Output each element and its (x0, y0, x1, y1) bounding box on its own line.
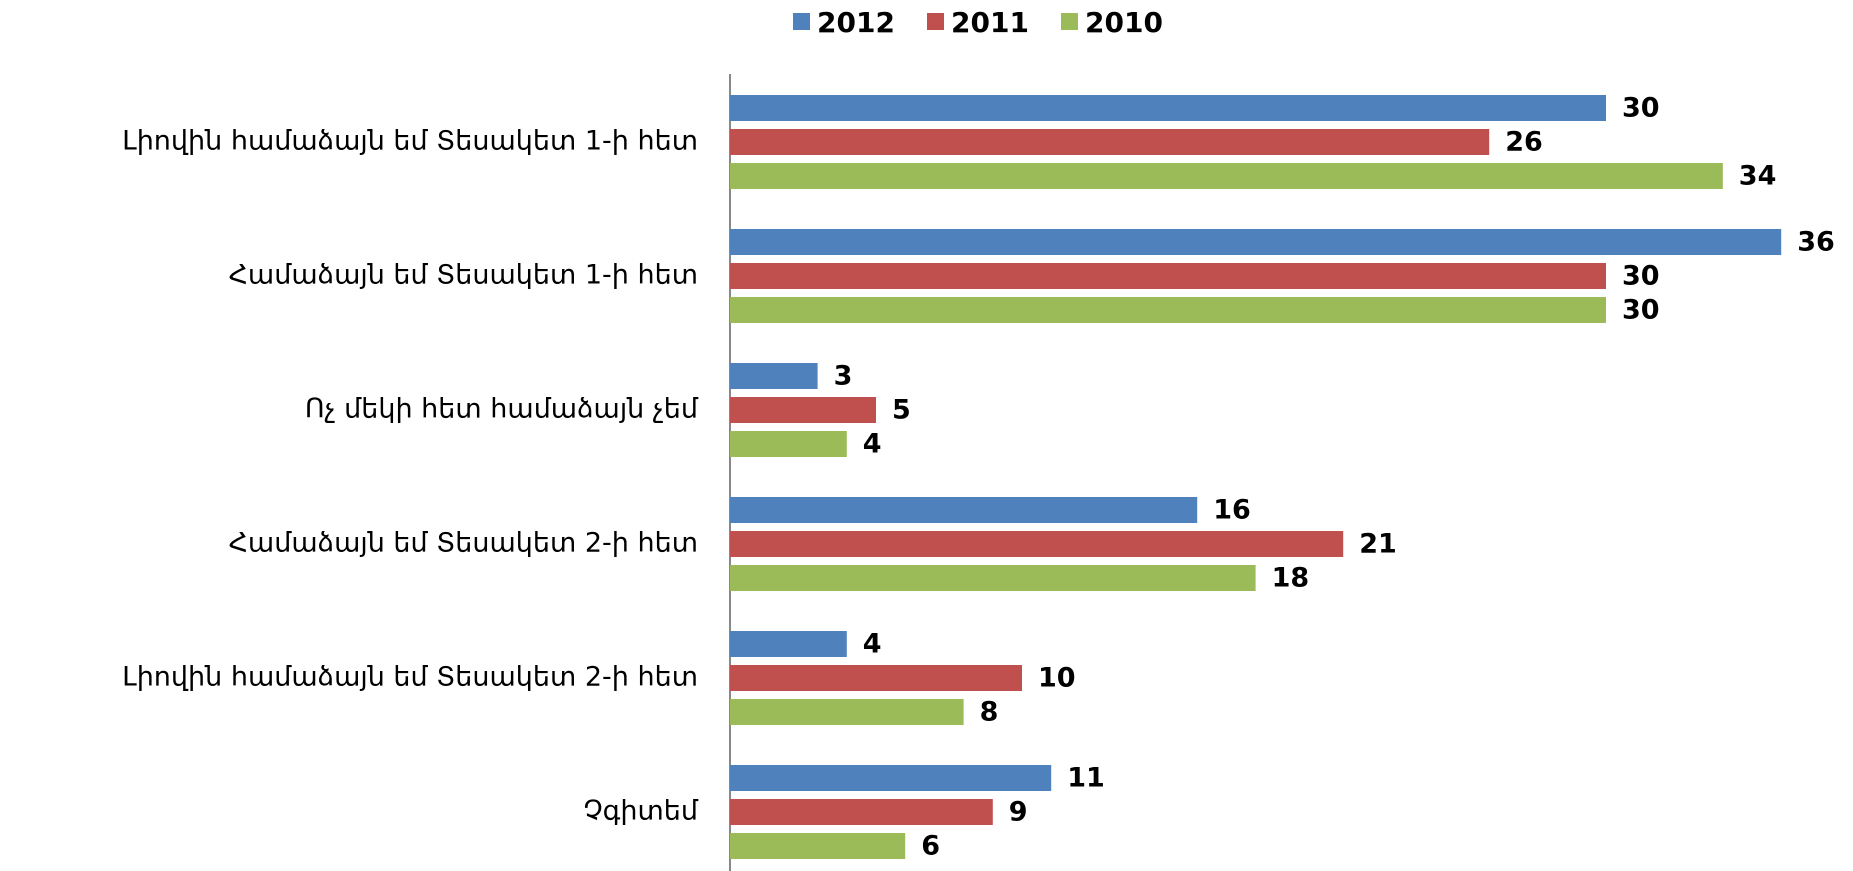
data-label: 30 (1622, 261, 1660, 292)
data-label: 5 (892, 395, 911, 426)
data-label: 9 (1009, 797, 1028, 828)
legend-label: 2012 (817, 6, 895, 39)
data-label: 26 (1505, 127, 1543, 158)
bar (730, 631, 847, 657)
bar (730, 799, 993, 825)
legend-swatch (793, 13, 810, 30)
bar (730, 665, 1022, 691)
legend-label: 2011 (951, 6, 1029, 39)
category-label: Լիովին համաձայն եմ Տեսակետ 2-ի հետ (122, 662, 698, 693)
data-label: 10 (1038, 663, 1076, 694)
bar (730, 129, 1490, 155)
data-label: 11 (1067, 763, 1105, 794)
data-label: 4 (863, 629, 882, 660)
data-label: 18 (1272, 563, 1310, 594)
bar (730, 229, 1782, 255)
bar (730, 497, 1198, 523)
data-label: 3 (834, 361, 853, 392)
bar (730, 833, 906, 859)
category-label: Համաձայն եմ Տեսակետ 2-ի հետ (229, 528, 698, 559)
bar (730, 263, 1606, 289)
bar (730, 397, 876, 423)
legend-swatch (927, 13, 944, 30)
category-label: Համաձայն եմ Տեսակետ 1-ի հետ (229, 260, 698, 291)
data-label: 4 (863, 429, 882, 460)
bar (730, 565, 1256, 591)
data-label: 34 (1739, 161, 1777, 192)
category-label: Լիովին համաձայն եմ Տեսակետ 1-ի հետ (122, 126, 698, 157)
bar (730, 297, 1606, 323)
legend-swatch (1061, 13, 1078, 30)
bar (730, 363, 818, 389)
data-label: 36 (1797, 227, 1835, 258)
data-label: 30 (1622, 295, 1660, 326)
legend-label: 2010 (1085, 6, 1163, 39)
bar (730, 163, 1723, 189)
data-label: 21 (1359, 529, 1397, 560)
data-label: 16 (1213, 495, 1251, 526)
data-label: 6 (921, 831, 940, 862)
category-label: Ոչ մեկի հետ համաձայն չեմ (305, 394, 699, 425)
category-label: Չգիտեմ (583, 796, 699, 827)
bar (730, 95, 1606, 121)
bar (730, 699, 964, 725)
bar (730, 531, 1344, 557)
data-label: 30 (1622, 93, 1660, 124)
data-label: 8 (980, 697, 999, 728)
bar (730, 765, 1052, 791)
bar (730, 431, 847, 457)
